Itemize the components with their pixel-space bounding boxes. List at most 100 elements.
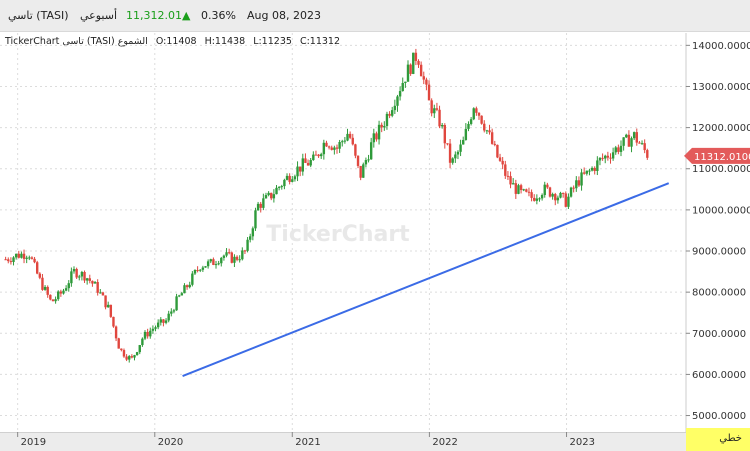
candle-body bbox=[138, 345, 141, 353]
candle-body bbox=[404, 81, 407, 83]
candle-body bbox=[477, 112, 481, 116]
last-value-text: 11312.0100 bbox=[694, 152, 750, 163]
y-tick-label: 14000.0000 bbox=[692, 41, 750, 52]
candle-body bbox=[462, 140, 465, 145]
candle-body bbox=[283, 179, 286, 187]
candle-body bbox=[351, 137, 354, 145]
candle-body bbox=[422, 76, 425, 80]
candle-body bbox=[435, 108, 439, 110]
candle-body bbox=[533, 197, 536, 201]
candle-body bbox=[575, 180, 578, 189]
candle-body bbox=[472, 108, 475, 120]
candle-body bbox=[517, 185, 520, 194]
candle-body bbox=[99, 292, 102, 294]
open-value: O:11408 bbox=[155, 36, 197, 47]
candle-body bbox=[559, 192, 562, 198]
candle-body bbox=[325, 142, 328, 147]
candle-body bbox=[172, 310, 176, 312]
candle-body bbox=[277, 186, 281, 188]
close-value: C:11312 bbox=[299, 36, 340, 47]
candle-body bbox=[359, 165, 362, 178]
candle-body bbox=[304, 158, 307, 163]
candle-body bbox=[480, 115, 483, 124]
candle-body bbox=[391, 110, 394, 116]
candle-body bbox=[514, 183, 518, 194]
candle-body bbox=[414, 52, 418, 61]
candle-body bbox=[238, 259, 241, 261]
scale-toggle-button[interactable]: خطي bbox=[686, 428, 750, 451]
symbol-name[interactable]: تاسي (TASI) bbox=[8, 9, 69, 22]
chart-grid bbox=[0, 33, 686, 432]
y-tick-label: 10000.0000 bbox=[692, 205, 750, 216]
candle-body bbox=[227, 252, 231, 254]
candle-body bbox=[341, 141, 344, 143]
y-tick-label: 13000.0000 bbox=[692, 82, 750, 93]
candle-body bbox=[135, 352, 139, 356]
candle-body bbox=[64, 288, 68, 291]
candle-body bbox=[59, 291, 63, 294]
candle-body bbox=[346, 133, 349, 141]
candle-body bbox=[456, 151, 460, 155]
candle-body bbox=[396, 96, 399, 106]
candle-body bbox=[180, 293, 184, 296]
candle-body bbox=[272, 194, 276, 199]
candle-body bbox=[196, 269, 199, 271]
candle-body bbox=[433, 108, 436, 114]
chart-source-label: TickerChart تاسي (TASI) الشموع bbox=[5, 36, 148, 47]
x-axis-bar bbox=[0, 432, 686, 451]
candle-body bbox=[572, 187, 575, 189]
candle-body bbox=[522, 189, 525, 191]
trendline-support bbox=[182, 182, 670, 377]
y-tick-label: 7000.0000 bbox=[692, 329, 746, 340]
candle-body bbox=[230, 252, 233, 263]
price-chart[interactable]: TickerChart 14000.0000 13000.0000 12000.00… bbox=[0, 33, 750, 451]
candle-body bbox=[199, 269, 202, 271]
candle-body bbox=[646, 150, 649, 158]
candle-body bbox=[630, 138, 633, 147]
candle-body bbox=[38, 273, 42, 278]
candle-body bbox=[28, 257, 31, 259]
candle-body bbox=[167, 313, 170, 321]
candle-body bbox=[222, 255, 226, 258]
candle-body bbox=[259, 203, 262, 208]
ohlc-info-line: TickerChart تاسي (TASI) الشموع O:11408 H… bbox=[5, 36, 345, 47]
candle-body bbox=[467, 123, 470, 129]
candle-body bbox=[601, 157, 604, 159]
candle-body bbox=[57, 291, 60, 300]
candle-body bbox=[209, 259, 212, 262]
candle-body bbox=[367, 159, 370, 161]
candle-body bbox=[128, 356, 131, 360]
candle-body bbox=[614, 147, 617, 153]
candle-body bbox=[220, 257, 223, 264]
candle-body bbox=[369, 142, 373, 160]
candle-body bbox=[540, 195, 544, 199]
candle-body bbox=[412, 52, 415, 74]
candle-body bbox=[141, 338, 144, 346]
candle-body bbox=[62, 290, 65, 294]
candle-body bbox=[519, 185, 523, 191]
candle-body bbox=[233, 256, 236, 263]
candle-body bbox=[590, 167, 594, 171]
candle-body bbox=[356, 155, 360, 166]
trendline bbox=[182, 182, 670, 377]
x-tick-label: 2022 bbox=[432, 437, 457, 448]
change-percent: 0.36% bbox=[201, 9, 236, 22]
candle-body bbox=[556, 197, 560, 201]
candle-body bbox=[93, 282, 97, 284]
candle-body bbox=[301, 158, 305, 172]
period-label[interactable]: أسبوعي bbox=[80, 9, 118, 22]
candle-body bbox=[85, 278, 89, 281]
candle-body bbox=[554, 194, 557, 201]
candle-body bbox=[388, 113, 391, 116]
candle-body bbox=[30, 257, 34, 259]
candle-body bbox=[582, 172, 586, 174]
candle-body bbox=[317, 154, 320, 157]
candle-body bbox=[338, 142, 341, 149]
candle-body bbox=[509, 176, 512, 185]
candle-body bbox=[546, 184, 549, 188]
candle-body bbox=[256, 203, 260, 211]
candle-body bbox=[243, 250, 247, 252]
candle-body bbox=[78, 276, 81, 278]
candle-body bbox=[254, 210, 257, 229]
x-tick-label: 2021 bbox=[295, 437, 320, 448]
